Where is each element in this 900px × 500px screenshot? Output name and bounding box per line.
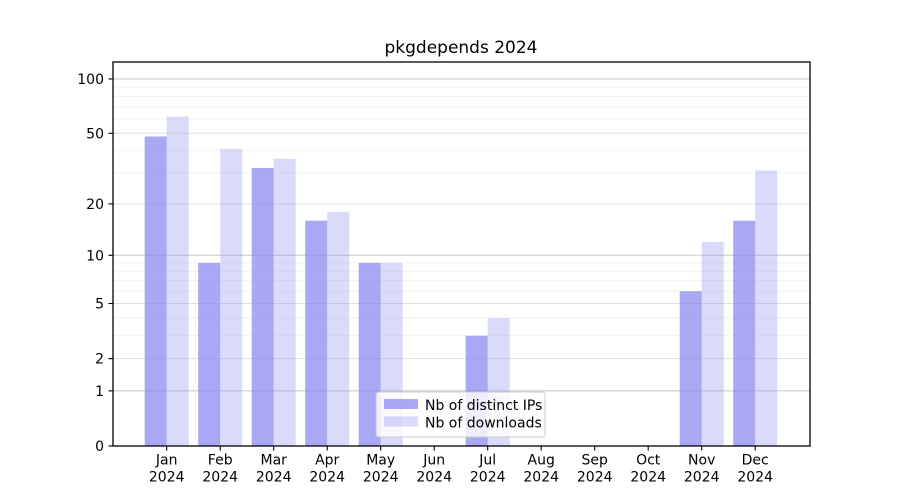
x-tick-label-month: Dec (742, 453, 769, 469)
x-tick-label-month: Nov (688, 453, 715, 469)
legend-swatch-distinct-ips (384, 399, 418, 409)
bar-downloads-jan (166, 116, 189, 446)
bar-downloads-apr (327, 211, 350, 446)
plot-border (112, 61, 811, 447)
x-tick-label-month: Mar (260, 453, 287, 469)
x-tick-label-year: 2024 (363, 470, 399, 486)
x-tick-label-month: Sep (582, 453, 609, 469)
bar-downloads-feb (220, 148, 243, 447)
bar-distinct-ips-jan (144, 136, 167, 446)
bar-downloads-mar (273, 158, 296, 446)
x-tick-label-month: Apr (315, 453, 339, 469)
bar-distinct-ips-dec (733, 220, 756, 446)
x-tick-label-year: 2024 (309, 470, 345, 486)
x-tick-label-year: 2024 (256, 470, 292, 486)
legend-box (375, 391, 546, 438)
x-tick-label-month: Jul (478, 453, 496, 469)
chart-title: pkgdepends 2024 (384, 38, 537, 58)
bar-distinct-ips-nov (679, 291, 702, 446)
bar-downloads-dec (755, 170, 778, 446)
legend-label-downloads: Nb of downloads (425, 416, 542, 432)
legend: Nb of distinct IPs Nb of downloads (375, 391, 546, 438)
bar-downloads-nov (701, 242, 724, 446)
axis-layer: 1005020105210Jan2024Feb2024Mar2024Apr202… (77, 61, 811, 486)
y-tick-label: 100 (77, 72, 104, 88)
y-tick-label: 20 (86, 197, 104, 213)
x-tick-label-year: 2024 (202, 470, 238, 486)
y-tick-label: 0 (95, 439, 104, 455)
x-tick-label-year: 2024 (577, 470, 613, 486)
bar-distinct-ips-may (358, 262, 381, 446)
legend-label-distinct-ips: Nb of distinct IPs (425, 398, 542, 414)
bar-distinct-ips-mar (251, 167, 274, 446)
y-tick-label: 2 (95, 352, 104, 368)
grid-layer (113, 78, 810, 392)
x-tick-label-year: 2024 (149, 470, 185, 486)
bar-distinct-ips-apr (305, 220, 328, 446)
x-tick-label-year: 2024 (523, 470, 559, 486)
x-tick-label-month: Oct (636, 453, 661, 469)
y-tick-label: 50 (86, 126, 104, 142)
x-tick-label-year: 2024 (737, 470, 773, 486)
x-tick-label-year: 2024 (416, 470, 452, 486)
x-tick-label-year: 2024 (630, 470, 666, 486)
x-tick-label-month: Feb (208, 453, 233, 469)
x-tick-label-month: May (366, 453, 395, 469)
x-tick-label-year: 2024 (684, 470, 720, 486)
x-tick-label-year: 2024 (470, 470, 506, 486)
x-tick-label-month: Jun (422, 453, 445, 469)
x-tick-label-month: Aug (528, 453, 555, 469)
x-tick-label-month: Jan (155, 453, 178, 469)
bar-distinct-ips-feb (198, 262, 221, 446)
legend-swatch-downloads (384, 416, 418, 427)
y-tick-label: 10 (86, 248, 104, 264)
y-tick-label: 5 (95, 296, 104, 312)
y-tick-label: 1 (95, 384, 104, 400)
